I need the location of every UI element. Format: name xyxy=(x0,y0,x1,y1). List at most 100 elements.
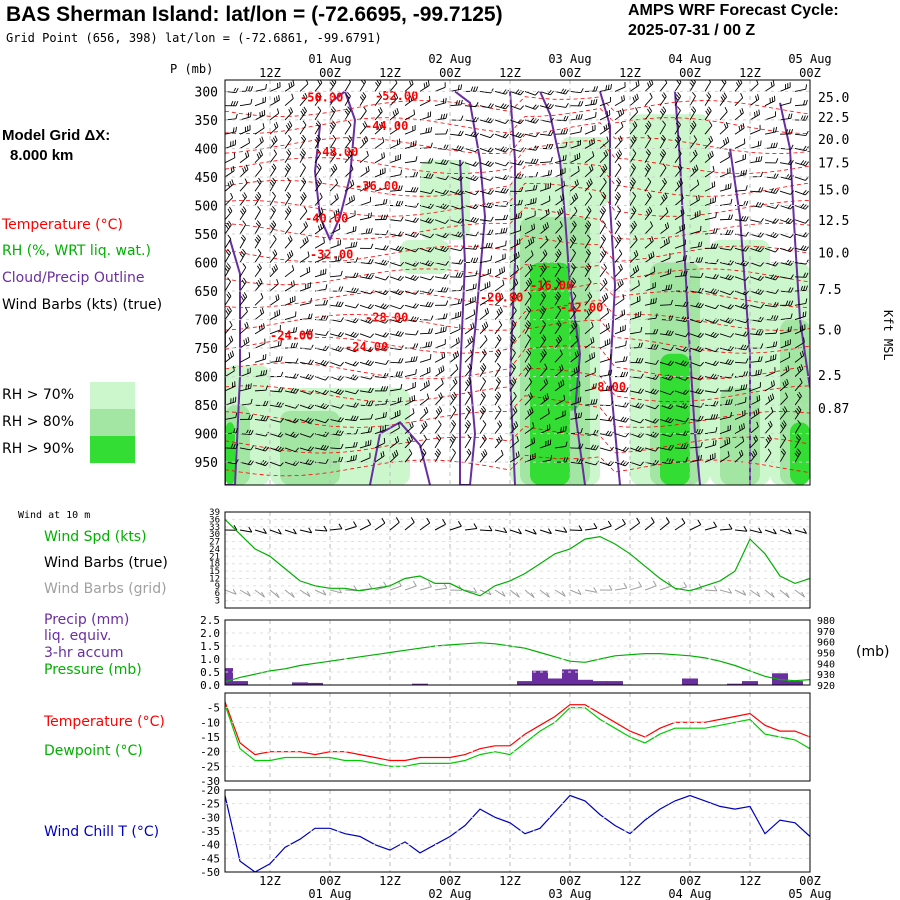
wind-barb xyxy=(254,307,265,320)
wind-barb-feather xyxy=(460,246,464,251)
wind-barb-feather xyxy=(575,335,579,341)
wind-barb xyxy=(734,215,749,222)
wind-barb-shaft xyxy=(689,246,701,249)
wind-barb-feather xyxy=(713,521,717,528)
wind-barb xyxy=(629,177,636,192)
wind-barb-shaft xyxy=(734,361,747,364)
wind-barb xyxy=(584,111,597,121)
wind-barb-shaft xyxy=(225,385,236,392)
wind-barb-shaft xyxy=(614,283,624,292)
wind-barb-shaft xyxy=(239,326,249,335)
wind-barb-shaft xyxy=(479,190,491,195)
wind-barb-shaft xyxy=(704,304,716,310)
wind-barb xyxy=(719,359,734,365)
wind-barb-feather xyxy=(634,235,638,241)
wind-barb xyxy=(479,335,488,349)
wind-barb-true xyxy=(554,529,567,533)
wind-barb-shaft xyxy=(704,431,716,435)
wind-barb-true xyxy=(314,529,327,532)
wind-barb-shaft xyxy=(554,339,563,349)
wind-barb-feather xyxy=(412,141,415,147)
wind-barb xyxy=(809,176,810,178)
wind-barb-shaft xyxy=(479,176,491,181)
pressure-tick-label: 300 xyxy=(195,85,218,100)
wind-barb-feather xyxy=(670,445,674,451)
wind-barb-feather xyxy=(435,450,440,456)
wind-barb-shaft xyxy=(674,333,686,338)
wind-barb xyxy=(539,130,554,137)
bottom-hour-label: 00Z xyxy=(679,874,701,888)
wind-barb xyxy=(779,190,794,195)
wind-barb-feather xyxy=(292,327,295,333)
wind-barb-feather xyxy=(310,433,314,438)
wind-barb-feather xyxy=(265,369,268,375)
wind-barb-shaft xyxy=(269,253,278,263)
wind-barb-feather xyxy=(245,164,249,170)
wind-barb xyxy=(239,192,247,206)
wind-barb-feather xyxy=(499,306,503,312)
wind-barb xyxy=(539,182,552,192)
wind10m-title: Wind at 10 m xyxy=(18,510,91,521)
wind-barb xyxy=(569,152,581,164)
wind-barb-feather xyxy=(593,429,597,435)
wind-barb-feather xyxy=(410,435,413,441)
wind-barb xyxy=(389,289,404,296)
wind-barb-shaft xyxy=(464,148,476,153)
wind-barb-feather xyxy=(645,210,650,216)
wind-barb-shaft xyxy=(254,389,267,392)
wind-barb xyxy=(629,121,638,135)
wind-barb-feather xyxy=(769,420,773,426)
wind-barb-feather xyxy=(505,175,509,180)
wind-barb-feather xyxy=(430,219,434,224)
wind-barb-shaft xyxy=(524,119,536,124)
wind-barb-shaft xyxy=(479,219,491,222)
wind-barb-feather xyxy=(654,419,659,424)
wind-barb-feather xyxy=(338,286,341,292)
wind-barb-shaft xyxy=(464,367,473,377)
wind-barb-shaft xyxy=(689,169,699,178)
wind-barb-shaft xyxy=(434,343,446,349)
wind-barb-feather xyxy=(262,370,265,376)
wind-barb xyxy=(374,275,389,281)
wind-barb-shaft xyxy=(404,114,415,121)
wind-barb-feather xyxy=(363,80,366,83)
wind-barb-shaft xyxy=(509,352,516,363)
wind-barb xyxy=(314,92,322,106)
chill-tick-label: -35 xyxy=(200,825,220,838)
wind-barb-shaft xyxy=(254,312,264,320)
wind-barb-shaft xyxy=(434,205,446,210)
wind-barb xyxy=(359,243,374,249)
wind-barb-feather xyxy=(340,417,344,423)
wind-barb-shaft xyxy=(689,446,701,449)
wind-barb-shaft xyxy=(254,447,266,452)
wind-barb-feather xyxy=(257,234,262,240)
wind-barb-feather xyxy=(269,224,274,230)
wind-barb-feather xyxy=(490,148,494,153)
wind-barb-feather xyxy=(367,318,372,323)
wind-barb-feather xyxy=(455,145,459,150)
wind-barb-feather xyxy=(685,332,689,337)
wind-barb-feather xyxy=(428,158,431,164)
wind-barb-shaft xyxy=(524,189,536,192)
wind-barb-feather xyxy=(580,101,584,107)
wind-barb-feather xyxy=(395,330,400,336)
wind-barb-feather xyxy=(480,393,485,399)
wind-barb-shaft xyxy=(419,115,431,121)
wind-barb xyxy=(449,364,459,377)
wind-barb-feather xyxy=(456,350,460,356)
wind-barb-feather xyxy=(730,290,734,295)
wind-barb-shaft xyxy=(569,157,581,164)
wind-barb xyxy=(659,192,668,206)
wind-barb-shaft xyxy=(284,195,292,206)
wind-barb-feather xyxy=(590,399,593,405)
wind-barb-feather xyxy=(396,436,400,442)
wind-barb-shaft xyxy=(464,381,472,392)
precip-bar xyxy=(547,678,563,685)
wind-barb-shaft xyxy=(284,254,294,263)
wind-barb-feather xyxy=(697,302,702,308)
wind-barb-feather xyxy=(317,179,321,185)
wind-barb xyxy=(659,403,674,410)
wind-barb-feather xyxy=(306,236,309,242)
wind-barb-shaft xyxy=(509,324,517,335)
wind-barb-feather xyxy=(682,346,687,351)
